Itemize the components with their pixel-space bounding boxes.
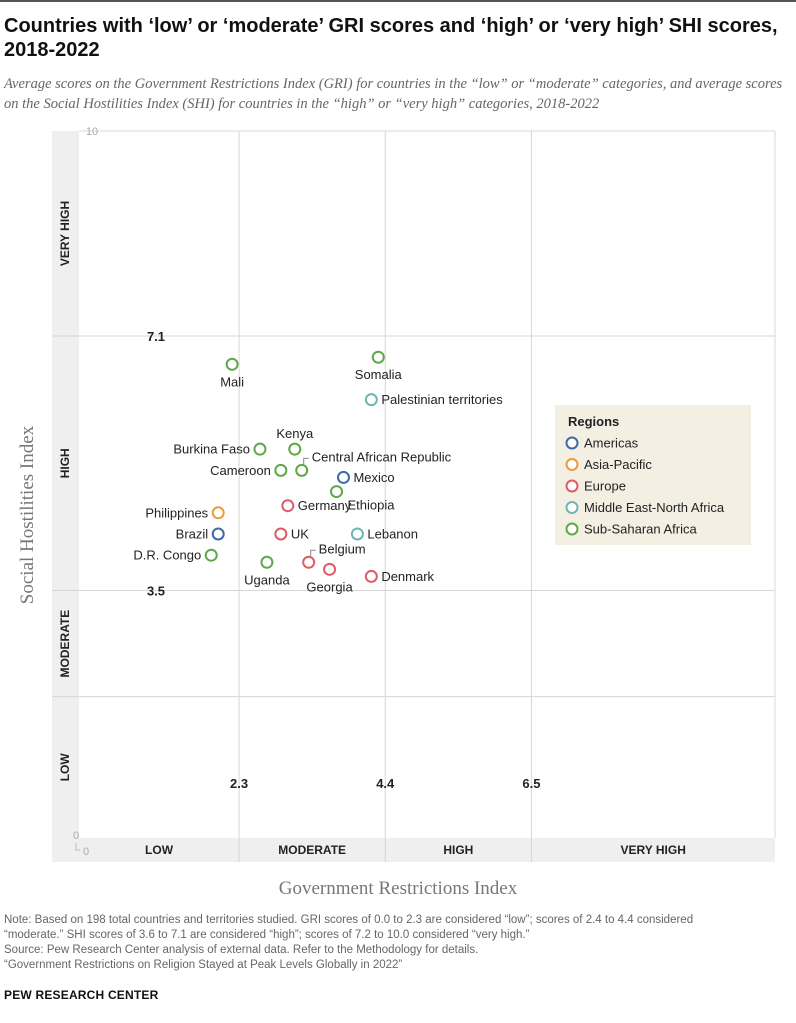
- x-threshold-label: 6.5: [522, 776, 540, 791]
- legend-label: Sub-Saharan Africa: [584, 522, 698, 537]
- origin-tick-mark: [75, 843, 80, 851]
- point-label-mali: Mali: [220, 374, 244, 389]
- point-somalia: [371, 350, 385, 364]
- notes: Note: Based on 198 total countries and t…: [4, 913, 792, 973]
- x-threshold-label: 4.4: [376, 776, 395, 791]
- point-label-georgia: Georgia: [306, 579, 353, 594]
- point-label-lebanon: Lebanon: [367, 526, 418, 541]
- x-category-label: HIGH: [443, 843, 473, 857]
- point-philippines: [211, 506, 225, 520]
- point-lebanon: [350, 527, 364, 541]
- legend-label: Europe: [584, 479, 626, 494]
- legend-swatch-europe: [565, 479, 579, 493]
- point-label-cameroon: Cameroon: [210, 463, 271, 478]
- point-label-belgium: Belgium: [319, 541, 366, 556]
- point-georgia: [323, 562, 337, 576]
- legend-swatch-middle-east-north-africa: [565, 501, 579, 514]
- top-rule: [0, 0, 796, 2]
- legend-title: Regions: [568, 414, 619, 429]
- point-denmark: [364, 569, 378, 583]
- y-threshold-label: 3.5: [147, 584, 165, 599]
- point-label-d-r-congo: D.R. Congo: [133, 548, 201, 563]
- legend-label: Asia-Pacific: [584, 457, 652, 472]
- point-burkina-faso: [253, 442, 267, 456]
- legend-label: Middle East-North Africa: [584, 500, 725, 515]
- point-leader-belgium: [310, 549, 316, 557]
- point-label-uganda: Uganda: [244, 572, 290, 587]
- point-label-ethiopia: Ethiopia: [348, 498, 396, 513]
- x-category-band: [52, 838, 775, 862]
- point-central-african-republic: [295, 463, 309, 477]
- y-category-band: [52, 131, 79, 862]
- legend-box: [555, 405, 751, 545]
- point-uk: [274, 527, 288, 541]
- point-cameroon: [274, 463, 288, 477]
- chart-title: Countries with ‘low’ or ‘moderate’ GRI s…: [4, 15, 778, 61]
- point-label-central-african-republic: Central African Republic: [312, 449, 452, 464]
- point-label-somalia: Somalia: [355, 367, 403, 382]
- y-category-label: VERY HIGH: [58, 201, 72, 266]
- x-axis-title: Government Restrictions Index: [279, 878, 518, 899]
- point-label-uk: UK: [291, 526, 309, 541]
- point-palestinian-territories: [364, 393, 378, 407]
- x-axis-origin-label: 0: [83, 846, 89, 858]
- point-brazil: [211, 527, 225, 541]
- x-category-label: MODERATE: [278, 843, 346, 857]
- y-axis-origin-label: 0: [73, 830, 79, 842]
- chart-subtitle: Average scores on the Government Restric…: [4, 76, 783, 112]
- x-category-label: LOW: [145, 843, 174, 857]
- point-label-mexico: Mexico: [353, 470, 394, 485]
- point-label-germany: Germany: [298, 498, 352, 513]
- point-label-philippines: Philippines: [145, 505, 208, 520]
- point-label-kenya: Kenya: [276, 426, 314, 441]
- footer-brand: PEW RESEARCH CENTER: [4, 988, 159, 1002]
- point-uganda: [260, 555, 274, 569]
- x-threshold-label: 2.3: [230, 776, 248, 791]
- point-label-brazil: Brazil: [176, 526, 209, 541]
- y-axis-max-label: 10: [86, 126, 98, 138]
- y-category-label: HIGH: [58, 448, 72, 478]
- y-axis-title: Social Hostilities Index: [17, 425, 38, 604]
- note-line-2: “moderate.” SHI scores of 3.6 to 7.1 are…: [4, 929, 530, 941]
- point-ethiopia: [330, 485, 344, 499]
- y-category-label: LOW: [58, 753, 72, 782]
- point-belgium: [302, 555, 316, 569]
- x-category-label: VERY HIGH: [621, 843, 686, 857]
- report-line: “Government Restrictions on Religion Sta…: [4, 959, 403, 971]
- note-line-1: Note: Based on 198 total countries and t…: [4, 914, 694, 926]
- y-threshold-label: 7.1: [147, 329, 165, 344]
- scatter-chart: 2.3 4.4 6.5 7.1 3.5 10 00 LOW MODERATE HIGH VERY H…: [17, 126, 776, 899]
- point-leader-central-african-republic: [303, 457, 309, 465]
- point-d-r-congo: [204, 548, 218, 562]
- source-line: Source: Pew Research Center analysis of …: [4, 944, 479, 956]
- legend-swatch-americas: [565, 436, 579, 450]
- y-category-label: MODERATE: [58, 610, 72, 678]
- legend-swatch-sub-saharan-africa: [565, 522, 579, 536]
- point-mexico: [336, 470, 350, 484]
- point-label-palestinian-territories: Palestinian territories: [381, 392, 503, 407]
- point-label-burkina-faso: Burkina Faso: [173, 442, 250, 457]
- legend-label: Americas: [584, 436, 639, 451]
- point-label-denmark: Denmark: [381, 569, 434, 584]
- point-germany: [281, 499, 295, 513]
- point-kenya: [288, 442, 302, 456]
- legend-swatch-asia-pacific: [565, 458, 579, 471]
- point-mali: [225, 357, 239, 371]
